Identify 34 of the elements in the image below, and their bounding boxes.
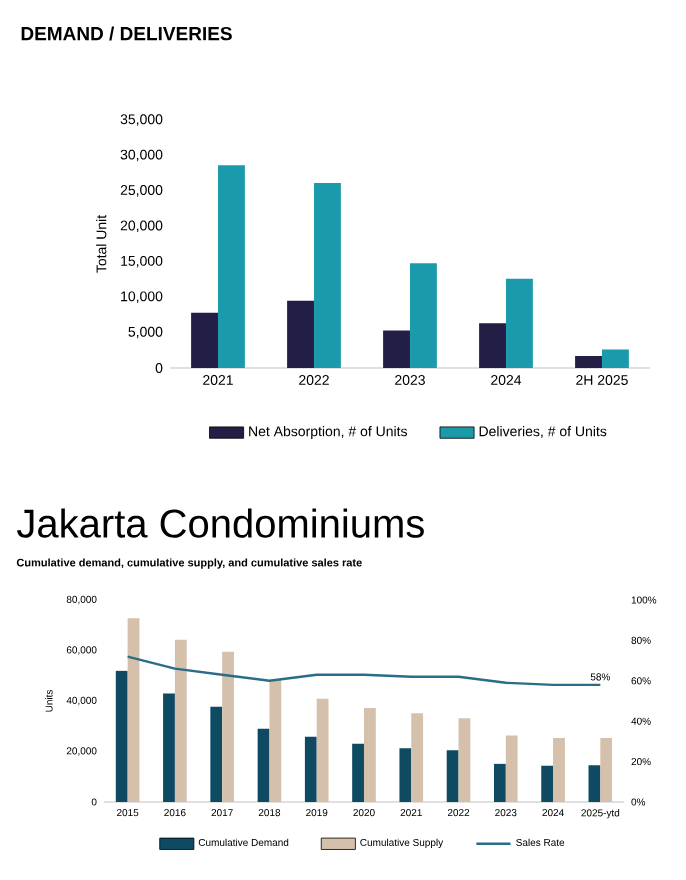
- bar: [222, 651, 234, 802]
- bar: [191, 312, 218, 368]
- bar: [316, 698, 329, 802]
- bar: [210, 706, 223, 802]
- bar: [553, 738, 565, 802]
- bar: [505, 735, 518, 802]
- chart-title: Jakarta Condominiums: [17, 508, 424, 538]
- bar: [446, 750, 459, 802]
- bar: [287, 300, 314, 368]
- bar: [257, 728, 270, 802]
- bar: [600, 738, 613, 802]
- bar: [127, 618, 140, 802]
- bar: [409, 263, 437, 368]
- bar: [601, 349, 629, 368]
- bar: [383, 330, 410, 368]
- bar: [399, 748, 412, 802]
- bar: [217, 165, 245, 368]
- bar: [304, 736, 317, 802]
- bar: [269, 679, 282, 802]
- bar: [411, 713, 424, 802]
- bar: [313, 183, 341, 368]
- chart-title: DEMAND / DELIVERIES: [21, 26, 232, 41]
- bar: [458, 718, 471, 802]
- bar: [163, 693, 175, 802]
- bar: [352, 743, 364, 802]
- bar: [588, 765, 601, 802]
- bar: [505, 278, 533, 368]
- bar: [363, 708, 376, 802]
- bar: [479, 323, 506, 368]
- bar: [493, 763, 506, 802]
- bar: [541, 765, 554, 802]
- bar: [115, 670, 128, 802]
- bar: [174, 639, 187, 802]
- bar: [575, 355, 602, 368]
